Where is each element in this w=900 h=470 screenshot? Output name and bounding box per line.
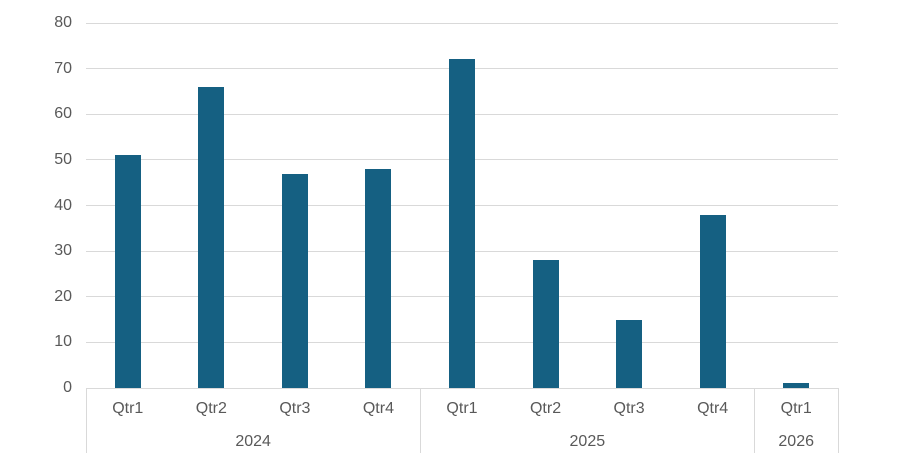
x-axis-category-label: Qtr1 <box>780 400 812 417</box>
bar <box>616 320 642 388</box>
bar <box>700 215 726 388</box>
y-axis-tick-label: 60 <box>54 105 72 123</box>
x-axis-category-label: Qtr2 <box>529 400 562 417</box>
x-axis-group-divider <box>837 388 839 453</box>
x-axis-category-label: Qtr2 <box>195 400 227 417</box>
y-axis-tick-label: 70 <box>54 59 72 77</box>
y-axis-tick-label: 50 <box>54 150 72 168</box>
x-axis-year-label: 2025 <box>569 433 606 450</box>
y-axis-tick-label: 40 <box>54 196 72 214</box>
y-axis-tick-label: 80 <box>54 14 72 31</box>
x-axis-category-label: Qtr4 <box>697 400 729 417</box>
y-axis-tick-label: 10 <box>54 333 72 351</box>
x-axis-category-label: Qtr4 <box>362 400 394 417</box>
x-axis-group-divider <box>85 388 87 453</box>
bar <box>282 174 308 388</box>
bar <box>198 87 224 388</box>
bar <box>449 59 475 388</box>
x-axis-group-divider <box>419 388 421 453</box>
x-axis-category-label: Qtr1 <box>446 400 478 417</box>
y-axis-tick-label: 0 <box>63 379 72 396</box>
x-axis-category-label: Qtr1 <box>112 400 144 417</box>
y-axis-tick-label: 20 <box>54 287 72 305</box>
x-axis-category-label: Qtr3 <box>279 400 311 417</box>
x-axis-category-label: Qtr3 <box>613 400 645 417</box>
x-axis-year-label: 2026 <box>778 433 814 450</box>
bar <box>115 155 141 388</box>
bar <box>365 169 391 388</box>
bar <box>533 260 559 388</box>
bar <box>783 383 809 388</box>
gridline <box>86 22 838 24</box>
y-axis-tick-label: 30 <box>54 242 72 260</box>
x-axis-line <box>86 387 838 389</box>
x-axis-group-divider <box>753 388 755 453</box>
x-axis-year-label: 2024 <box>235 433 271 450</box>
